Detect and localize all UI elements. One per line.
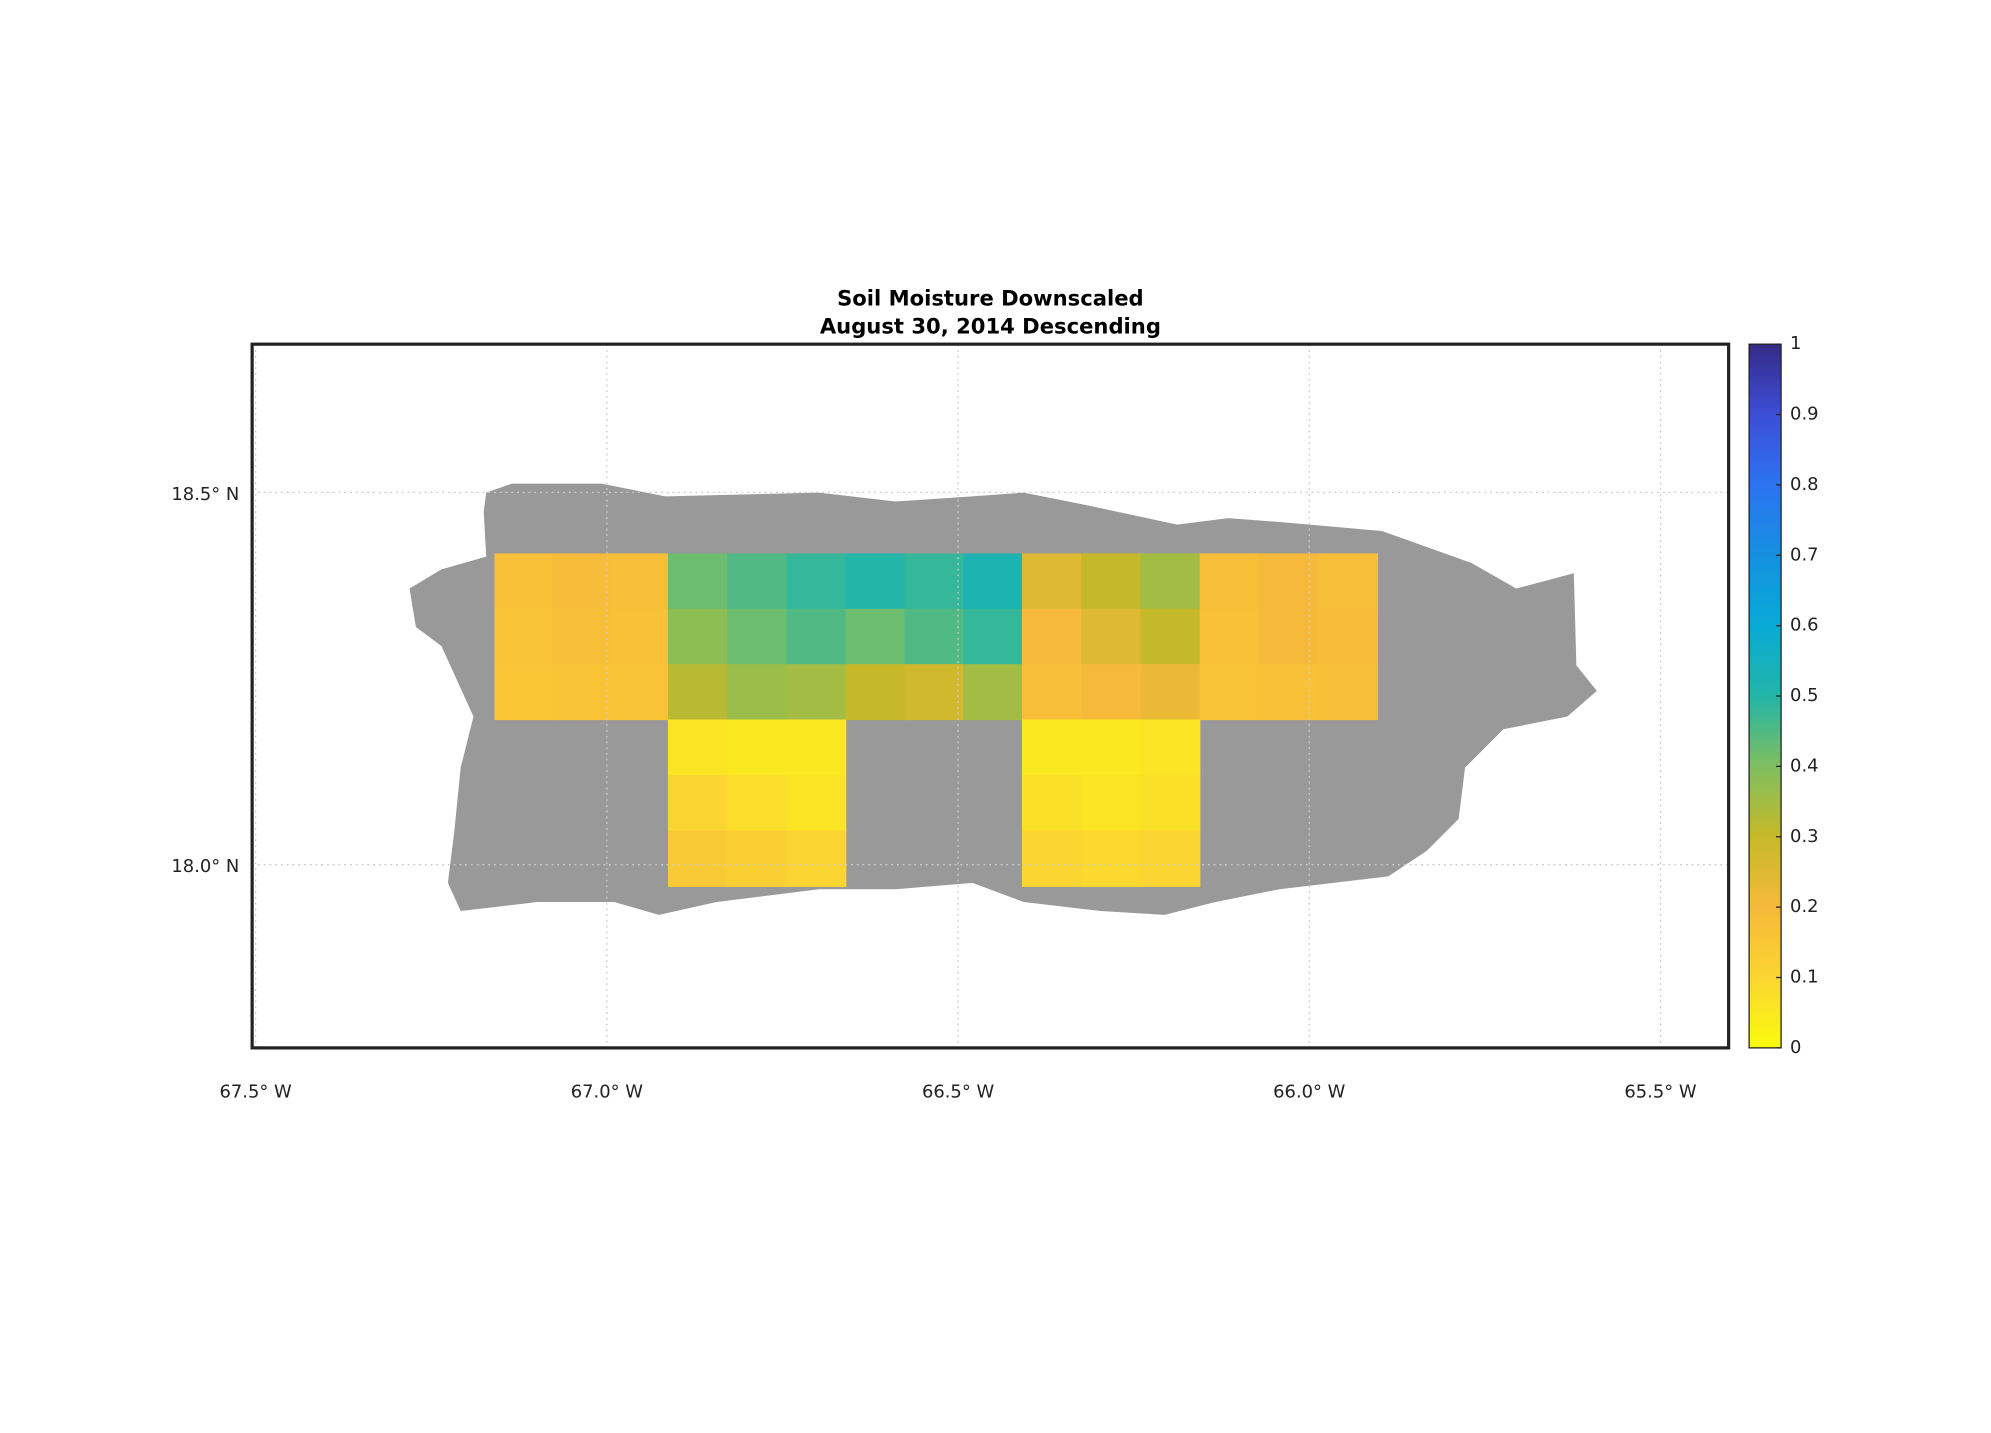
- tile-cell: [1021, 664, 1082, 721]
- tile-cell: [1140, 553, 1201, 610]
- colorbar-tick-label: 0.3: [1790, 826, 1818, 847]
- tile-cell: [610, 553, 669, 610]
- tile-cell: [904, 664, 964, 721]
- tile-cell: [1140, 664, 1201, 721]
- tile-cell: [1021, 608, 1082, 665]
- tile-cell: [786, 775, 847, 832]
- tile-cell: [1140, 775, 1201, 832]
- tile-cell: [845, 553, 906, 610]
- tile-cell: [727, 553, 788, 610]
- x-tick-label: 67.5° W: [220, 1082, 293, 1103]
- tile-cell: [667, 830, 728, 887]
- tile-cell: [727, 608, 788, 665]
- chart-title: Soil Moisture Downscaled: [837, 285, 1144, 310]
- tile-cell: [667, 553, 728, 610]
- tile-cell: [552, 664, 611, 721]
- colorbar-tick-label: 0.5: [1790, 685, 1818, 706]
- tile-cell: [786, 830, 847, 887]
- tile-cell: [904, 553, 964, 610]
- colorbar-tick-label: 0: [1790, 1037, 1801, 1058]
- tile-cell: [727, 830, 788, 887]
- colorbar-tick-label: 0.8: [1790, 474, 1818, 495]
- tile-cell: [610, 664, 669, 721]
- tile-cell: [786, 553, 847, 610]
- tile-cell: [786, 719, 847, 776]
- tile-cell: [1140, 719, 1201, 776]
- tile-cell: [727, 664, 788, 721]
- tile-cell: [1021, 553, 1082, 610]
- tile-cell: [727, 775, 788, 832]
- tile-cell: [727, 719, 788, 776]
- tile-cell: [552, 608, 611, 665]
- colorbar-tick-label: 0.2: [1790, 896, 1818, 917]
- y-tick-label: 18.5° N: [171, 484, 239, 505]
- tile-cell: [845, 664, 906, 721]
- tile-cell: [786, 664, 847, 721]
- tiles: [494, 553, 1379, 887]
- colorbar-tick-label: 0.7: [1790, 544, 1818, 565]
- tile-cell: [1140, 608, 1201, 665]
- tile-cell: [786, 608, 847, 665]
- chart-subtitle: August 30, 2014 Descending: [820, 314, 1161, 339]
- tile-cell: [494, 664, 553, 721]
- tile-cell: [1081, 775, 1142, 832]
- tile-cell: [1318, 553, 1379, 610]
- tile-cell: [963, 608, 1023, 665]
- colorbar-tick-label: 0.4: [1790, 755, 1818, 776]
- tile-cell: [667, 775, 728, 832]
- tile-cell: [963, 664, 1023, 721]
- tile-cell: [845, 608, 906, 665]
- tile-cell: [667, 664, 728, 721]
- colorbar: [1748, 343, 1782, 1049]
- tile-cell: [1021, 775, 1082, 832]
- tile-cell: [1081, 830, 1142, 887]
- tile-cell: [494, 553, 553, 610]
- tile-cell: [904, 608, 964, 665]
- tile-cell: [1081, 719, 1142, 776]
- tile-cell: [1318, 664, 1379, 721]
- x-tick-label: 67.0° W: [571, 1082, 644, 1103]
- axes-box: [250, 342, 1731, 1050]
- colorbar-tick-label: 0.9: [1790, 404, 1818, 425]
- tile-cell: [963, 553, 1023, 610]
- grid: [252, 344, 1729, 1048]
- tile-cell: [1199, 553, 1260, 610]
- tile-cell: [1199, 608, 1260, 665]
- tile-cell: [552, 553, 611, 610]
- tile-cell: [1021, 830, 1082, 887]
- x-tick-label: 66.0° W: [1273, 1082, 1346, 1103]
- tile-cell: [610, 608, 669, 665]
- colorbar-tick-label: 1: [1790, 333, 1801, 354]
- colorbar-tick-label: 0.6: [1790, 615, 1818, 636]
- tile-cell: [1199, 664, 1260, 721]
- x-tick-label: 66.5° W: [922, 1082, 995, 1103]
- tile-cell: [1318, 608, 1379, 665]
- tile-cell: [667, 719, 728, 776]
- tile-cell: [667, 608, 728, 665]
- tile-cell: [1021, 719, 1082, 776]
- tile-cell: [1081, 664, 1142, 721]
- tile-cell: [1140, 830, 1201, 887]
- tile-cell: [1081, 553, 1142, 610]
- colorbar-tick-label: 0.1: [1790, 967, 1818, 988]
- tile-cell: [1081, 608, 1142, 665]
- tile-cell: [494, 608, 553, 665]
- x-tick-label: 65.5° W: [1624, 1082, 1697, 1103]
- y-tick-label: 18.0° N: [171, 856, 239, 877]
